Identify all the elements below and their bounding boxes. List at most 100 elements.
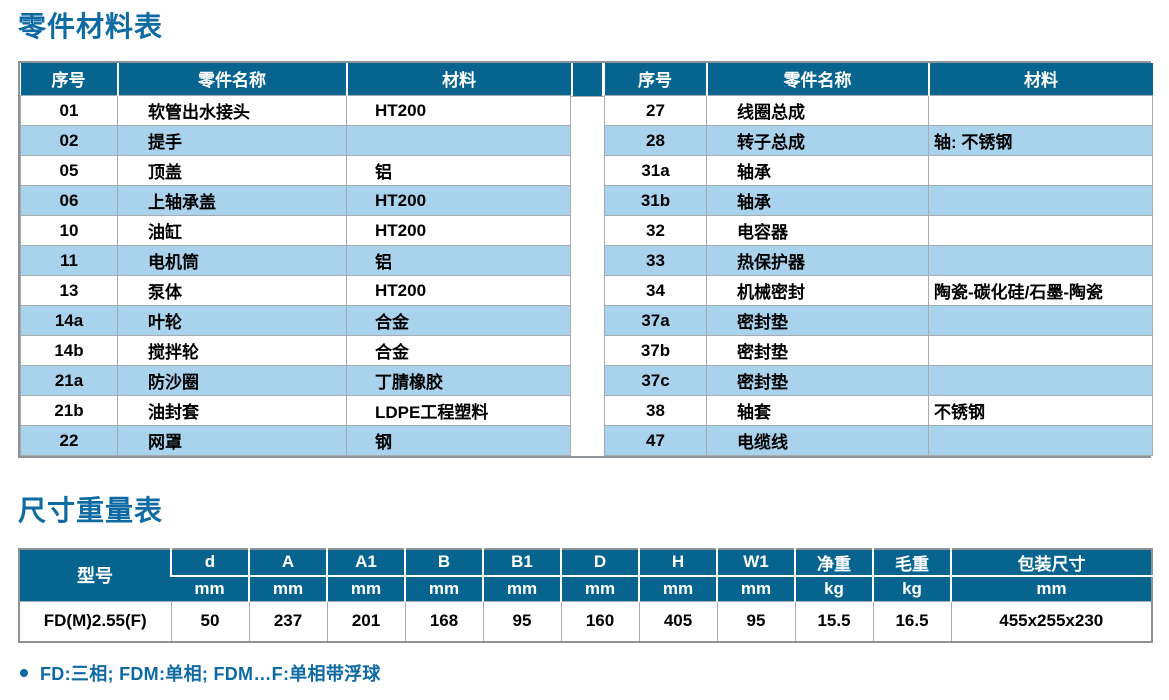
column-header-label: d (170, 548, 249, 576)
table-row: 31b 轴承 (604, 185, 1153, 217)
column-header-label: H (638, 548, 717, 576)
part-material: 铝 (346, 245, 571, 277)
column-header-label: W1 (716, 548, 795, 576)
part-material: 轴: 不锈钢 (928, 125, 1153, 157)
part-index: 33 (604, 245, 707, 277)
table-row: 22 网罩钢 (20, 425, 571, 457)
model-value: FD(M)2.55(F) (18, 601, 172, 643)
part-index: 13 (20, 275, 118, 307)
part-name: 密封垫 (706, 365, 929, 397)
part-name: 电机筒 (117, 245, 347, 277)
column-header-label: A (248, 548, 327, 576)
part-material (928, 365, 1153, 397)
parts-table-right-body: 27 线圈总成 28 转子总成 轴: 不锈钢 31a 轴承 31b 轴承 32 电容器 33 热保护器 3… (604, 95, 1153, 457)
header-row: 序号 零件名称 材料 (604, 62, 1153, 97)
bullet-icon (20, 668, 28, 677)
footnote: FD:三相; FDM:单相; FDM…F:单相带浮球 (18, 660, 1151, 686)
part-name: 顶盖 (117, 155, 347, 187)
part-material (928, 245, 1153, 277)
table-row: 11 电机筒铝 (20, 245, 571, 277)
part-material (928, 185, 1153, 217)
part-index: 10 (20, 215, 118, 247)
part-index: 28 (604, 125, 707, 157)
parts-table-left-body: 01 软管出水接头 HT200 02 提手 05 顶盖铝 06 上轴承盖 HT200 10 油缸 HT2… (20, 95, 571, 457)
table-gap-header (571, 62, 604, 97)
dimension-value: 201 (326, 601, 406, 643)
part-material: HT200 (346, 95, 571, 127)
table-row: 38 轴套 不锈钢 (604, 395, 1153, 427)
part-material (928, 305, 1153, 337)
table-row: 01 软管出水接头 HT200 (20, 95, 571, 127)
part-material (928, 155, 1153, 187)
part-name: 转子总成 (706, 125, 929, 157)
table-row: 05 顶盖铝 (20, 155, 571, 187)
part-material: LDPE工程塑料 (346, 395, 571, 427)
table-row: 27 线圈总成 (604, 95, 1153, 127)
part-index: 01 (20, 95, 118, 127)
column-header-unit: mm (638, 574, 717, 602)
dims-units-row: mm mm mm mm mm mm mm mm kg kg mm (19, 574, 1152, 602)
parts-table-right: 序号 零件名称 材料 27 线圈总成 28 转子总成 轴: 不锈钢 31a 轴承 31b 轴承 3… (604, 62, 1153, 457)
part-name: 提手 (117, 125, 347, 157)
column-header-label: 毛重 (872, 548, 951, 576)
dims-table-title: 尺寸重量表 (18, 495, 164, 527)
dimension-value: 237 (248, 601, 328, 643)
table-gap-column (571, 62, 604, 457)
column-header-unit: mm (248, 574, 327, 602)
part-index: 38 (604, 395, 707, 427)
parts-table-title: 零件材料表 (18, 11, 164, 42)
table-row: 37b 密封垫 (604, 335, 1153, 367)
part-name: 机械密封 (706, 275, 929, 307)
table-row: 37c 密封垫 (604, 365, 1153, 397)
part-name: 密封垫 (706, 305, 929, 337)
part-material (346, 125, 571, 157)
part-index: 37b (604, 335, 707, 367)
column-header-part-name: 零件名称 (116, 62, 347, 97)
table-row: 32 电容器 (604, 215, 1153, 247)
table-row: 14a 叶轮 合金 (20, 305, 571, 337)
part-name: 叶轮 (117, 305, 347, 337)
column-header-unit: mm (171, 574, 249, 602)
column-header-material: 材料 (927, 62, 1153, 97)
part-index: 31a (604, 155, 707, 187)
dimension-value: 160 (560, 601, 640, 643)
table-row: 21b 油封套 LDPE工程塑料 (20, 395, 571, 427)
dimension-value: 16.5 (872, 601, 952, 643)
column-header-label: 净重 (794, 548, 873, 576)
part-material: 丁腈橡胶 (346, 365, 571, 397)
dimension-value: 168 (404, 601, 484, 643)
table-row: FD(M)2.55(F) 50 237 201 168 95 160 405 95 15.5 16.… (18, 601, 1153, 643)
part-material: 钢 (346, 425, 571, 457)
part-name: 电容器 (706, 215, 929, 247)
table-row: 02 提手 (20, 125, 571, 157)
part-index: 05 (20, 155, 118, 187)
part-material: HT200 (346, 275, 571, 307)
part-name: 轴套 (706, 395, 929, 427)
part-name: 搅拌轮 (117, 335, 347, 367)
part-material: 陶瓷-碳化硅/石墨-陶瓷 (928, 275, 1153, 307)
column-header-label: A1 (326, 548, 405, 576)
dims-table-body: FD(M)2.55(F) 50 237 201 168 95 160 405 95 15.5 16.… (18, 601, 1153, 643)
parts-material-table: 序号 零件名称 材料 01 软管出水接头 HT200 02 提手 05 顶盖铝 06 上轴承盖 H… (18, 60, 1153, 459)
column-header-index: 序号 (20, 62, 118, 97)
table-row: 33 热保护器 (604, 245, 1153, 277)
column-header-label: D (560, 548, 639, 576)
table-row: 14b 搅拌轮 合金 (20, 335, 571, 367)
part-name: 油缸 (117, 215, 347, 247)
dims-labels-row: 型号 d A A1 B B1 D H W1 净重 毛重 包装尺寸 (19, 548, 1152, 602)
dims-table-header: 型号 d A A1 B B1 D H W1 净重 毛重 包装尺寸 mm mm mm mm mm mm mm mm k… (19, 548, 1152, 602)
part-name: 防沙圈 (117, 365, 347, 397)
part-index: 14b (20, 335, 118, 367)
part-index: 11 (20, 245, 118, 277)
column-header-unit: mm (950, 574, 1152, 602)
dimension-value: 405 (638, 601, 718, 643)
part-index: 37c (604, 365, 707, 397)
column-header-unit: mm (560, 574, 639, 602)
part-material: HT200 (346, 185, 571, 217)
column-header-part-name: 零件名称 (705, 62, 929, 97)
part-name: 泵体 (117, 275, 347, 307)
table-row: 21a 防沙圈 丁腈橡胶 (20, 365, 571, 397)
dimension-value: 15.5 (794, 601, 874, 643)
part-material (928, 335, 1153, 367)
column-header-unit: mm (716, 574, 795, 602)
